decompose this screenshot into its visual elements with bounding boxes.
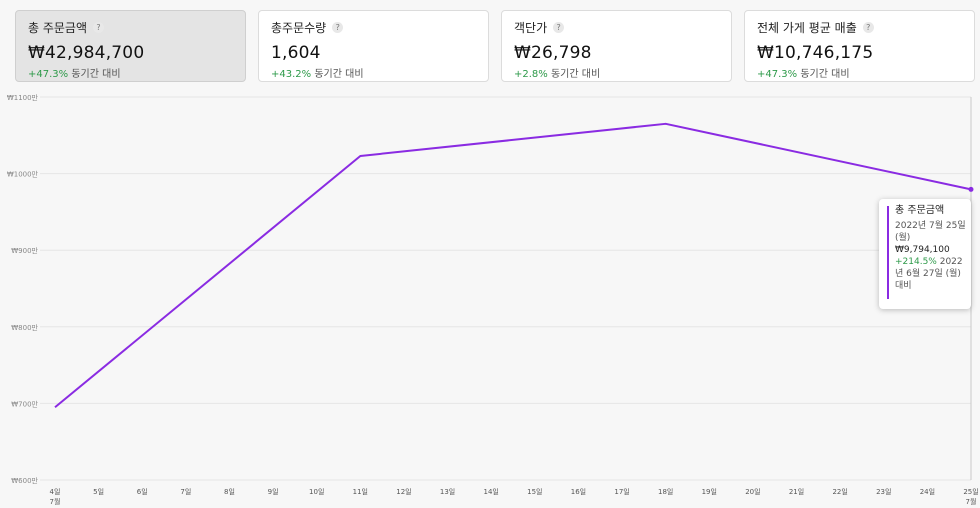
card-value: ₩26,798 [514,43,592,63]
card-change: +2.8% [514,69,548,80]
x-tick-label: 8일 [224,487,235,496]
x-tick-label: 25일 [963,487,978,496]
y-tick-label: ₩1100만 [7,93,39,102]
card-title: 전체 가게 평균 매출 [757,21,857,35]
card-store-average-sales[interactable]: 전체 가게 평균 매출? ₩10,746,175 +47.3% 동기간 대비 [744,10,975,82]
help-icon[interactable]: ? [862,22,874,33]
x-tick-label: 4일 [50,487,61,496]
tooltip-change: +214.5% [895,257,937,267]
card-change-suffix: 동기간 대비 [800,69,850,80]
x-tick-label: 10일 [309,487,324,496]
y-tick-label: ₩900만 [11,246,38,255]
x-tick-label: 19일 [702,487,717,496]
x-tick-label: 21일 [789,487,804,496]
x-tick-label: 20일 [745,487,760,496]
x-tick-label: 22일 [832,487,847,496]
x-tick-label: 11일 [353,487,368,496]
card-title: 총주문수량 [271,21,327,35]
card-value: ₩42,984,700 [28,43,145,63]
card-total-order-amount[interactable]: 총 주문금액? ₩42,984,700 +47.3% 동기간 대비 [15,10,246,82]
tooltip-value: ₩9,794,100 [895,245,950,255]
x-tick-label: 12일 [396,487,411,496]
tooltip-title: 총 주문금액 [895,205,945,216]
x-tick-label: 15일 [527,487,542,496]
data-point [968,186,974,192]
x-tick-label: 18일 [658,487,673,496]
x-tick-label: 7일 [180,487,191,496]
chart-background [0,88,980,508]
tooltip-compare: 2022년 6월 27일 (월)대비 [895,257,963,291]
card-change: +47.3% [757,69,798,80]
y-tick-label: ₩700만 [11,399,38,408]
tooltip-series-marker [887,206,889,299]
x-tick-label: 23일 [876,487,891,496]
x-tick-label: 16일 [571,487,586,496]
tooltip-date: 2022년 7월 25일 (월) [895,221,966,243]
y-tick-label: ₩800만 [11,323,38,332]
x-tick-label: 17일 [614,487,629,496]
y-tick-label: ₩1000만 [7,170,39,179]
card-change: +47.3% [28,69,69,80]
help-icon[interactable]: ? [93,22,105,33]
help-icon[interactable]: ? [553,22,565,33]
card-title: 객단가 [514,21,548,35]
x-month-label: 7월 [50,497,61,506]
help-icon[interactable]: ? [332,22,344,33]
x-tick-label: 14일 [484,487,499,496]
card-title: 총 주문금액 [28,21,88,35]
card-change-suffix: 동기간 대비 [550,69,601,80]
summary-cards: 총 주문금액? ₩42,984,700 +47.3% 동기간 대비 총주문수량?… [15,10,975,84]
x-tick-label: 9일 [268,487,279,496]
x-tick-label: 5일 [93,487,104,496]
card-change: +43.2% [271,69,312,80]
x-tick-label: 13일 [440,487,455,496]
x-month-label: 7월 [966,497,977,506]
chart-tooltip: 총 주문금액 2022년 7월 25일 (월) ₩9,794,100 +214.… [879,199,971,309]
card-change-suffix: 동기간 대비 [71,69,121,80]
card-value: 1,604 [271,43,321,63]
x-tick-label: 24일 [920,487,935,496]
series-line [54,122,972,409]
card-change-suffix: 동기간 대비 [314,69,364,80]
y-tick-label: ₩600만 [11,476,38,485]
x-tick-label: 6일 [137,487,148,496]
card-value: ₩10,746,175 [757,43,874,63]
card-total-order-count[interactable]: 총주문수량? 1,604 +43.2% 동기간 대비 [258,10,489,82]
card-average-order-value[interactable]: 객단가? ₩26,798 +2.8% 동기간 대비 [501,10,732,82]
